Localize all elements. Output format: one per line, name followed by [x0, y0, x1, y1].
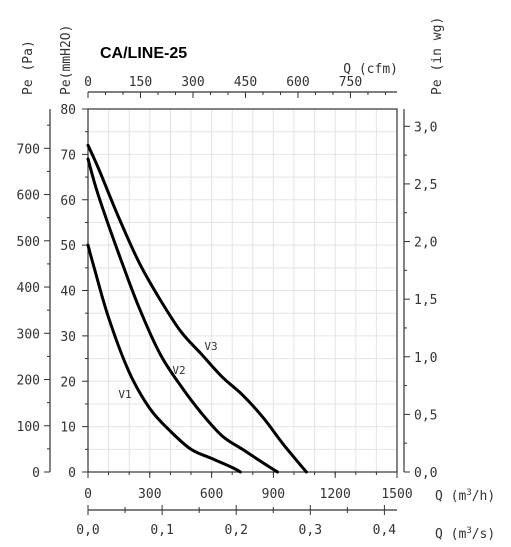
x-tick-label-m3s: 0,2 [224, 523, 247, 538]
curve-label-v3: V3 [204, 340, 217, 353]
y-tick-label-pa: 700 [17, 142, 40, 157]
x-label-m3h: Q (m3/h) [435, 488, 495, 504]
y-tick-label-pa: 300 [17, 327, 40, 342]
x-tick-label-m3s: 0,3 [299, 523, 322, 538]
y-tick-label-inwg: 0,0 [414, 466, 437, 481]
x-tick-label-cfm: 600 [286, 75, 309, 90]
y-tick-label-inwg: 3,0 [414, 120, 437, 135]
x-tick-label-m3h: 1200 [320, 487, 351, 502]
y-tick-label-pa: 200 [17, 374, 40, 389]
x-tick-label-m3h: 1500 [381, 487, 412, 502]
x-tick-label-m3s: 0,1 [150, 523, 173, 538]
x-tick-label-m3h: 900 [262, 487, 285, 502]
x-tick-label-m3h: 300 [138, 487, 161, 502]
x-label-m3s: Q (m3/s) [435, 526, 495, 542]
chart-title: CA/LINE-25 [100, 45, 187, 62]
y-label-mmh2o: Pe(mmH2O) [59, 25, 74, 95]
y-tick-label-inwg: 1,5 [414, 293, 437, 308]
y-tick-label-pa: 500 [17, 235, 40, 250]
y-tick-label-pa: 400 [17, 281, 40, 296]
x-tick-label-m3s: 0,0 [76, 523, 99, 538]
y-tick-label-pa: 0 [32, 466, 40, 481]
y-tick-label-inwg: 0,5 [414, 408, 437, 423]
y-tick-label-mmh2o: 10 [60, 421, 76, 436]
y-label-inwg: Pe (in wg) [430, 17, 445, 95]
y-tick-label-pa: 100 [17, 420, 40, 435]
x-tick-label-cfm: 0 [84, 75, 92, 90]
x-tick-label-cfm: 300 [181, 75, 204, 90]
y-tick-label-inwg: 2,5 [414, 178, 437, 193]
x-tick-label-cfm: 750 [339, 75, 362, 90]
y-label-pa: Pe (Pa) [21, 40, 36, 95]
curve-label-v2: V2 [172, 364, 185, 377]
y-tick-label-mmh2o: 60 [60, 194, 76, 209]
y-tick-label-inwg: 2,0 [414, 236, 437, 251]
x-label-cfm: Q (cfm) [343, 62, 398, 77]
y-tick-label-mmh2o: 40 [60, 285, 76, 300]
y-tick-label-mmh2o: 20 [60, 375, 76, 390]
y-tick-label-inwg: 1,0 [414, 351, 437, 366]
x-tick-label-m3s: 0,4 [373, 523, 397, 538]
y-tick-label-mmh2o: 30 [60, 330, 76, 345]
grid [88, 109, 397, 472]
y-tick-label-pa: 600 [17, 189, 40, 204]
x-tick-label-m3h: 0 [84, 487, 92, 502]
curve-label-v1: V1 [118, 388, 131, 401]
y-tick-label-mmh2o: 0 [68, 466, 76, 481]
x-tick-label-m3h: 600 [200, 487, 223, 502]
y-tick-label-mmh2o: 80 [60, 103, 76, 118]
curve-v1 [86, 243, 242, 474]
y-tick-label-mmh2o: 70 [60, 148, 76, 163]
curve-v2 [86, 157, 279, 474]
y-tick-label-mmh2o: 50 [60, 239, 76, 254]
x-tick-label-cfm: 450 [234, 75, 257, 90]
curve-v3 [86, 143, 308, 474]
x-tick-label-cfm: 150 [129, 75, 152, 90]
curves: V1 V2 V3 [86, 143, 308, 474]
